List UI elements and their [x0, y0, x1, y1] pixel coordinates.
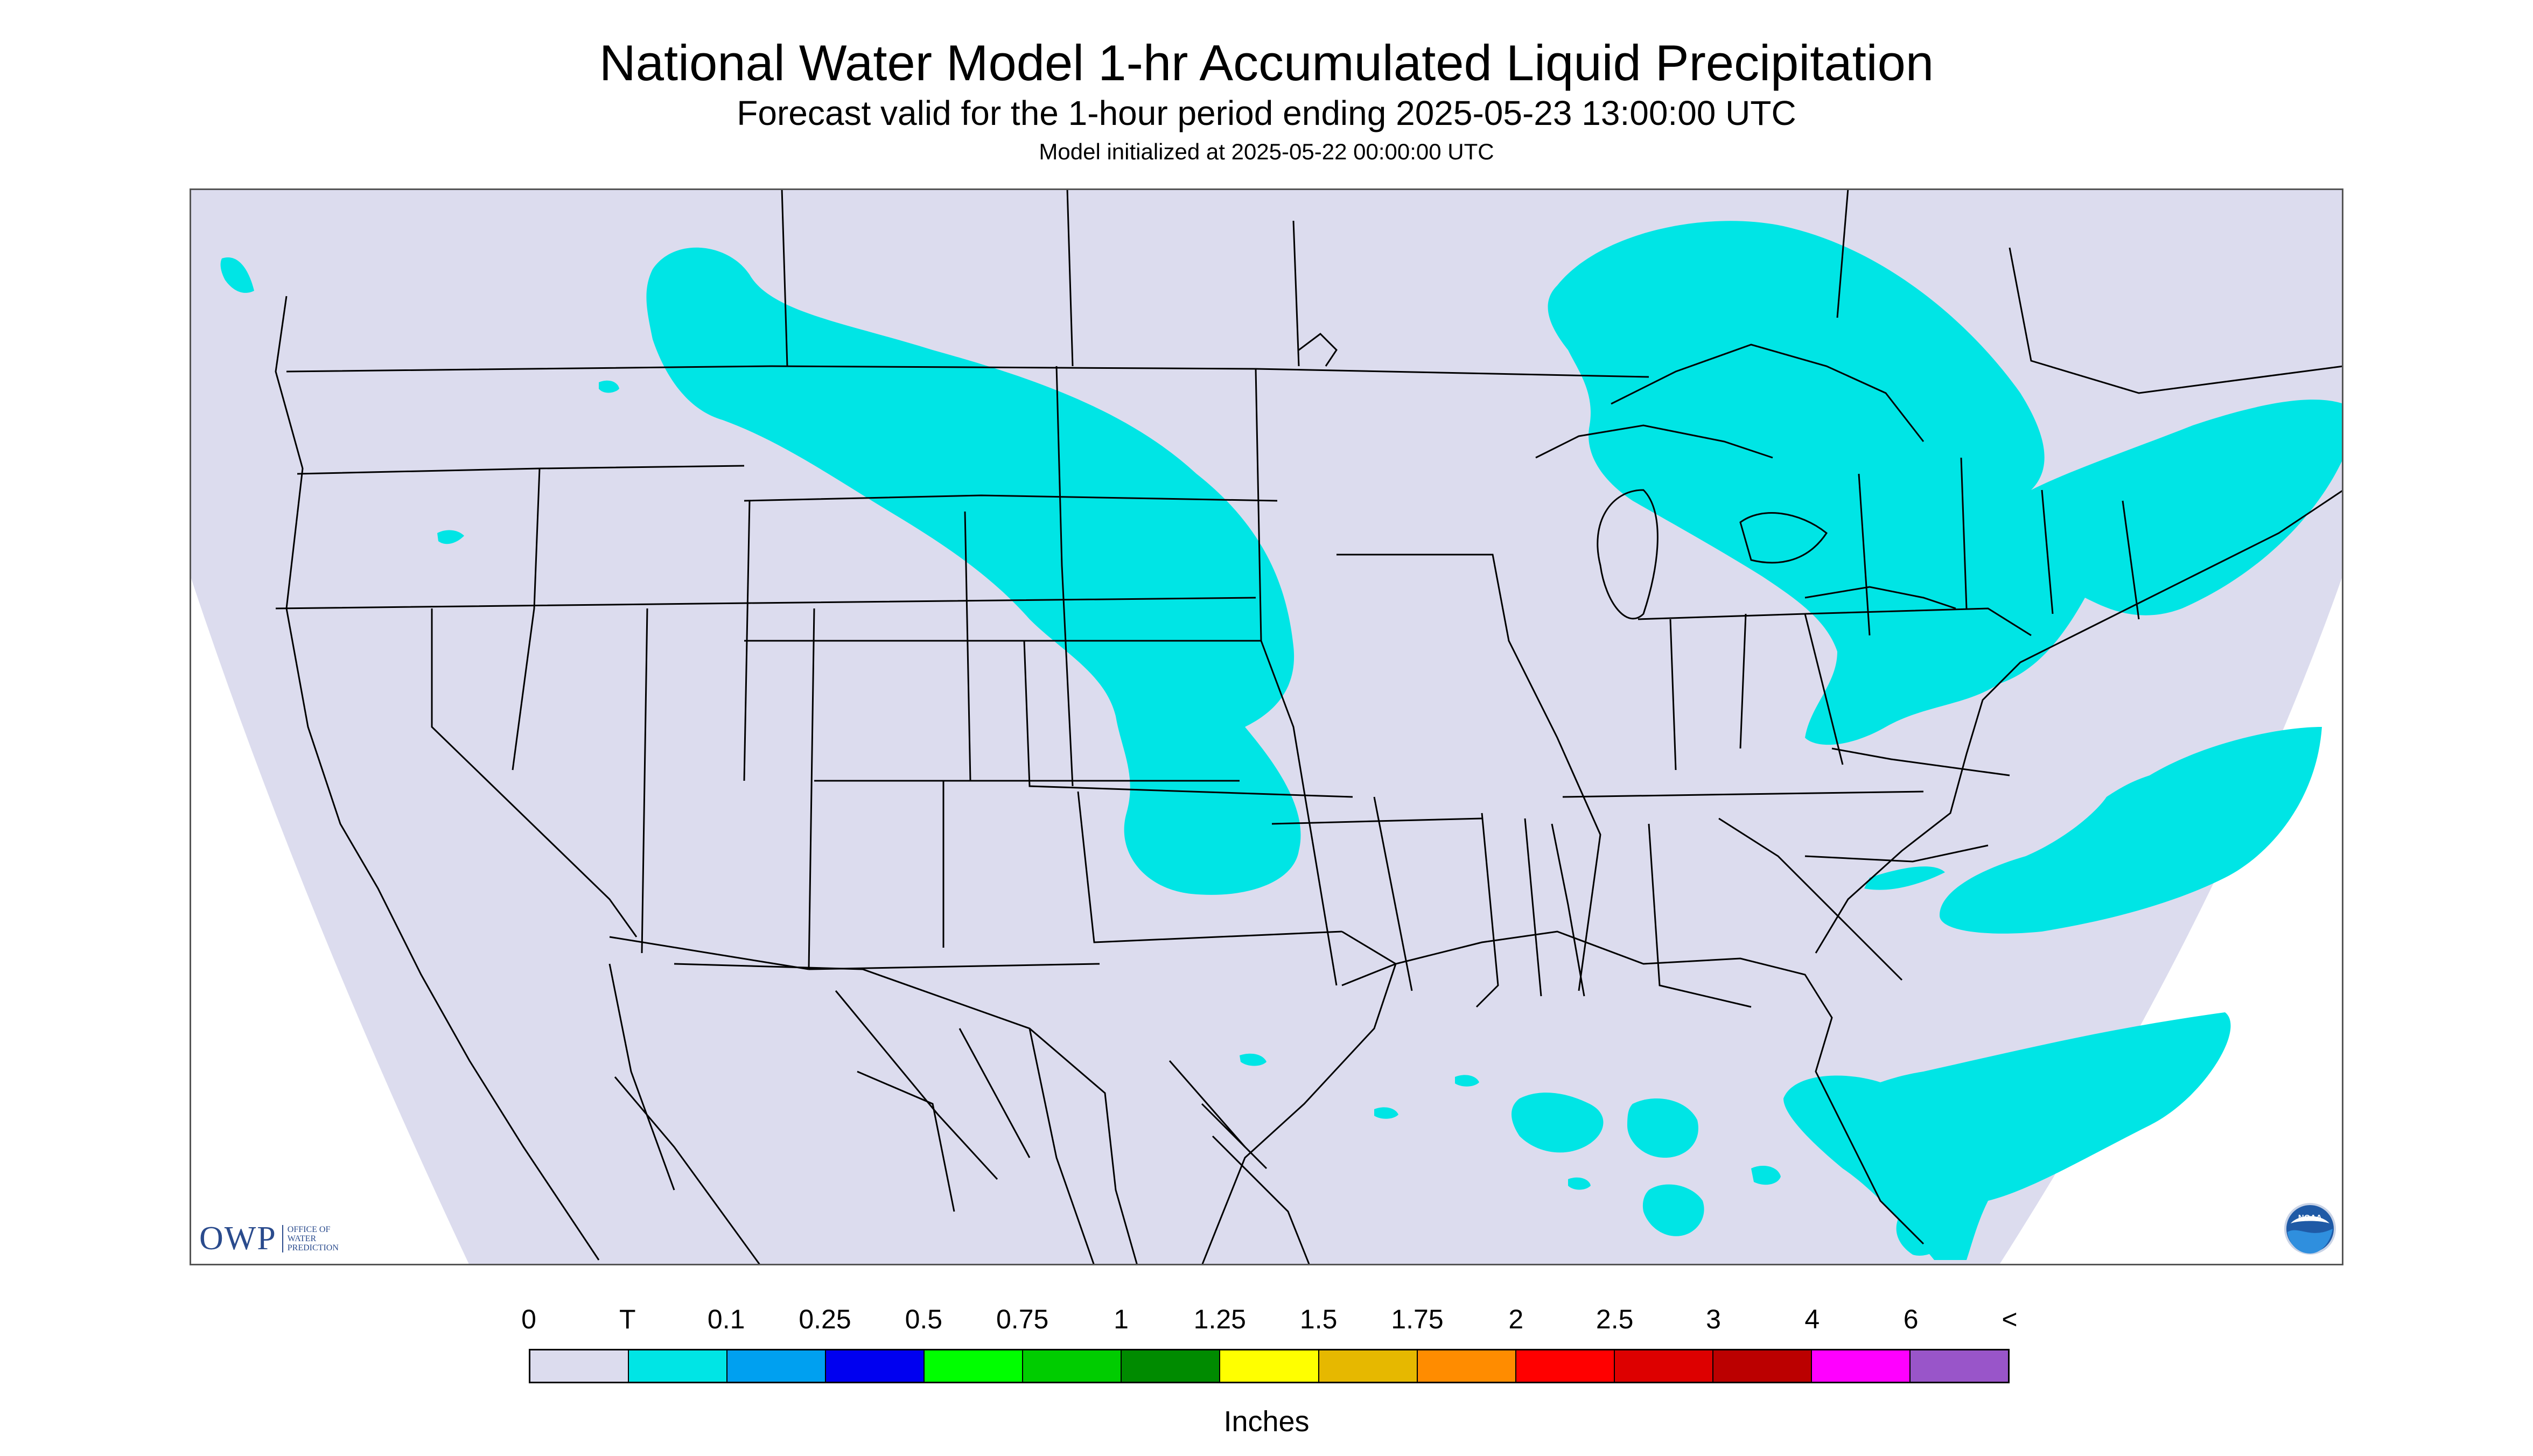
- legend-swatch: [1614, 1350, 1713, 1382]
- legend-swatch: [925, 1350, 1024, 1382]
- legend-label: 0.1: [707, 1304, 745, 1334]
- owp-logo-abbr: OWP: [199, 1220, 277, 1257]
- legend-label: 6: [1903, 1304, 1919, 1334]
- precipitation-map: [190, 188, 2343, 1265]
- precip-region-gulf-scattered: [1240, 1053, 1781, 1236]
- legend-label: 2: [1508, 1304, 1524, 1334]
- noaa-logo: NOAA: [2283, 1202, 2337, 1258]
- legend-label: 0.25: [799, 1304, 851, 1334]
- precip-region-great-lakes-northeast: [1548, 221, 2343, 745]
- legend-label: T: [619, 1304, 636, 1334]
- coastlines: [275, 296, 2343, 1261]
- legend-label: 1: [1114, 1304, 1129, 1334]
- legend-swatch: [1910, 1350, 2008, 1382]
- legend-label: 4: [1804, 1304, 1820, 1334]
- state-borders: [275, 188, 2343, 1265]
- precip-region-pacific-nw-fragments: [220, 257, 619, 544]
- precip-region-florida-bahamas: [1783, 1012, 2231, 1260]
- legend-labels: 0 T 0.1 0.25 0.5 0.75 1 1.25 1.5 1.75 2 2.5 3 4 6 <: [0, 1303, 2533, 1341]
- legend-swatch: [530, 1350, 629, 1382]
- legend-swatch: [1417, 1350, 1516, 1382]
- map-subtitle: Forecast valid for the 1-hour period end…: [737, 94, 1796, 132]
- legend-label: 3: [1706, 1304, 1721, 1334]
- owp-logo-line-3: PREDICTION: [287, 1243, 339, 1252]
- legend-swatch: [1220, 1350, 1319, 1382]
- mexico-borders: [608, 936, 1311, 1265]
- owp-logo-line-1: OFFICE OF: [287, 1224, 331, 1234]
- legend-units: Inches: [1223, 1405, 1310, 1438]
- legend-label: 1.25: [1193, 1304, 1246, 1334]
- precip-region-northern-plains-band: [646, 247, 1301, 895]
- legend-label: 0: [521, 1304, 536, 1334]
- legend-label: 1.75: [1391, 1304, 1444, 1334]
- legend-swatch: [1811, 1350, 1911, 1382]
- owp-logo-text: OFFICE OF WATER PREDICTION: [282, 1224, 339, 1252]
- legend-swatch: [629, 1350, 728, 1382]
- legend-label: 0.5: [905, 1304, 943, 1334]
- owp-logo: OWP OFFICE OF WATER PREDICTION: [199, 1217, 339, 1260]
- legend-label: 0.75: [996, 1304, 1049, 1334]
- model-init-line: Model initialized at 2025-05-22 00:00:00…: [1039, 139, 1494, 164]
- noaa-logo-text: NOAA: [2298, 1213, 2322, 1222]
- legend-label: 2.5: [1596, 1304, 1634, 1334]
- map-frame-border: [190, 188, 2343, 1265]
- legend-swatch: [826, 1350, 925, 1382]
- legend-label: 1.5: [1299, 1304, 1338, 1334]
- legend-swatch: [1023, 1350, 1122, 1382]
- precip-region-atlantic-offshore: [1864, 727, 2322, 934]
- legend-swatch: [1319, 1350, 1418, 1382]
- legend-swatch: [1122, 1350, 1221, 1382]
- legend-swatch: [1713, 1350, 1812, 1382]
- legend-swatch: [727, 1350, 827, 1382]
- map-title: National Water Model 1-hr Accumulated Li…: [599, 34, 1934, 91]
- legend-label: <: [2002, 1304, 2018, 1334]
- owp-logo-line-2: WATER: [287, 1234, 317, 1243]
- legend-swatch: [1516, 1350, 1615, 1382]
- legend-colorbar: [529, 1349, 2010, 1383]
